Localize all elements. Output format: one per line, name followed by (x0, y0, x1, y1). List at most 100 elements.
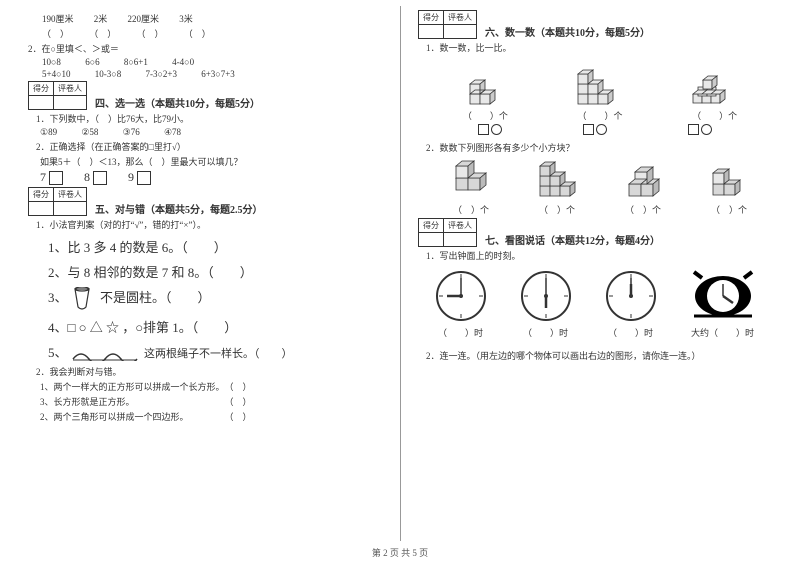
section-6-title: 六、数一数（本题共10分，每题5分） (485, 24, 650, 39)
label: （ ）个 (543, 109, 658, 122)
score-grid: 得分评卷人 (28, 187, 87, 216)
score-grid: 得分评卷人 (418, 10, 477, 39)
clock-row: （ ）时 （ ）时 (418, 268, 772, 339)
score-label: 得分 (419, 11, 444, 25)
label: （ ）个 (600, 203, 686, 216)
cube-fig: （ ）个 (600, 164, 686, 216)
clock-icon (603, 268, 659, 324)
tail: 不是圆柱。（ ） (100, 290, 211, 305)
section-5-header: 得分评卷人 五、对与错（本题共5分，每题2.5分） (28, 187, 382, 216)
cubes-icon (707, 164, 751, 200)
s7-q2: 2．连一连。（用左边的哪个物体可以画出右边的图形，请你连一连。） (426, 349, 772, 362)
clock: （ ）时 (603, 268, 659, 339)
v: 2米 (94, 12, 108, 25)
label: （ ）个 (428, 203, 514, 216)
s4-q2b: 如果5＋（ ）＜13，那么（ ）里最大可以填几？ (40, 155, 382, 168)
alarm-clock-icon (688, 268, 758, 324)
v: 10-3○8 (95, 69, 121, 79)
section-4-header: 得分评卷人 四、选一选（本题共10分，每题5分） (28, 81, 382, 110)
checkbox-icon (93, 171, 107, 185)
s4-opts: ①89 ②58 ③76 ④78 (40, 127, 382, 138)
s5-item-5: 5、 这两根绳子不一样长。（ ） (48, 342, 382, 361)
v: （ ） (137, 27, 164, 40)
clock: 大约（ ）时 (688, 268, 758, 339)
s5-q2: 2．我会判断对与错。 (36, 365, 382, 378)
cubes-icon (685, 60, 745, 106)
label: 大约（ ）时 (688, 326, 758, 339)
v: 10○8 (42, 57, 61, 67)
q2-stem: 2．在○里填＜、＞或＝ (28, 42, 382, 55)
section-6-header: 得分评卷人 六、数一数（本题共10分，每题5分） (418, 10, 772, 39)
tail: 这两根绳子不一样长。（ ） (144, 348, 293, 360)
cubes-icon (448, 160, 494, 200)
top-row-1: 190厘米 2米 220厘米 3米 (42, 12, 382, 25)
s4-q1: 1．下列数中，（ ）比76大，比79小。 (36, 112, 382, 125)
opt: ④78 (164, 127, 181, 138)
cube-fig: （ ）个 (543, 64, 658, 122)
num: 5、 (48, 345, 68, 360)
score-label: 得分 (29, 188, 54, 202)
circle-icon (491, 124, 502, 135)
s4-q2a: 2．正确选择（在正确答案的□里打√） (36, 140, 382, 153)
s5-item-2: 2、与 8 相邻的数是 7 和 8。（ ） (48, 262, 382, 281)
cube-row-1: （ ）个 （ ）个 (428, 60, 772, 122)
page-footer: 第 2 页 共 5 页 (0, 546, 800, 559)
q2-row2: 5+4○10 10-3○8 7-3○2+3 6+3○7+3 (42, 69, 382, 79)
v: 5+4○10 (42, 69, 71, 79)
square-icon (688, 124, 699, 135)
s6-q2: 2．数数下列图形各有多少个小方块？ (426, 141, 772, 154)
v: （ ） (184, 27, 211, 40)
label: （ ）时 (518, 326, 574, 339)
grader-label: 评卷人 (54, 82, 87, 96)
cubes-icon (534, 160, 580, 200)
clock-icon (433, 268, 489, 324)
q2-row1: 10○8 6○6 8○6+1 4-4○0 (42, 57, 382, 67)
v: 8○6+1 (124, 57, 148, 67)
section-5-title: 五、对与错（本题共5分，每题2.5分） (95, 201, 263, 216)
cubes-icon (572, 64, 628, 106)
right-column: 得分评卷人 六、数一数（本题共10分，每题5分） 1．数一数，比一比。 （ ）个 (400, 0, 800, 565)
cube-fig: （ ）个 (657, 60, 772, 122)
top-row-2: （ ） （ ） （ ） （ ） (42, 27, 382, 40)
cup-icon (71, 287, 93, 311)
cube-fig: （ ）个 (686, 164, 772, 216)
s5-item-1: 1、比 3 多 4 的数是 6。（ ） (48, 237, 382, 256)
section-7-title: 七、看图说话（本题共12分，每题4分） (485, 232, 660, 247)
v: 190厘米 (42, 12, 74, 25)
v: 4-4○0 (172, 57, 194, 67)
opt: ②58 (81, 127, 98, 138)
score-label: 得分 (419, 219, 444, 233)
section-4-title: 四、选一选（本题共10分，每题5分） (95, 95, 260, 110)
clock: （ ）时 (518, 268, 574, 339)
s5-item-4: 4、□ ○ △ ☆ ，○排第 1。（ ） (48, 317, 382, 336)
v: 6○6 (85, 57, 99, 67)
opt: ①89 (40, 127, 57, 138)
circle-icon (596, 124, 607, 135)
cubes-icon (623, 164, 663, 200)
grader-label: 评卷人 (444, 11, 477, 25)
s5-item-3: 3、 不是圆柱。（ ） (48, 287, 382, 311)
checkbox-icon (137, 171, 151, 185)
score-grid: 得分评卷人 (418, 218, 477, 247)
section-7-header: 得分评卷人 七、看图说话（本题共12分，每题4分） (418, 218, 772, 247)
grader-label: 评卷人 (444, 219, 477, 233)
cube-fig: （ ）个 (428, 64, 543, 122)
s5-q2-1: 1、两个一样大的正方形可以拼成一个长方形。 （ ） (40, 380, 382, 393)
v: 3米 (179, 12, 193, 25)
grader-label: 评卷人 (54, 188, 87, 202)
label: （ ）个 (686, 203, 772, 216)
label: （ ）时 (433, 326, 489, 339)
score-grid: 得分评卷人 (28, 81, 87, 110)
label: （ ）时 (603, 326, 659, 339)
v: 7-3○2+3 (145, 69, 177, 79)
s5-q2-3: 2、两个三角形可以拼成一个四边形。 （ ） (40, 410, 382, 423)
s5-q2-2: 3、长方形就是正方形。 （ ） (40, 395, 382, 408)
s4-boxes: 7 8 9 (40, 170, 382, 185)
num: 3、 (48, 290, 68, 305)
n: 9 (128, 170, 134, 184)
square-icon (478, 124, 489, 135)
clock-icon (518, 268, 574, 324)
label: （ ）个 (514, 203, 600, 216)
cubes-icon (460, 64, 510, 106)
cube-fig: （ ）个 (514, 160, 600, 216)
